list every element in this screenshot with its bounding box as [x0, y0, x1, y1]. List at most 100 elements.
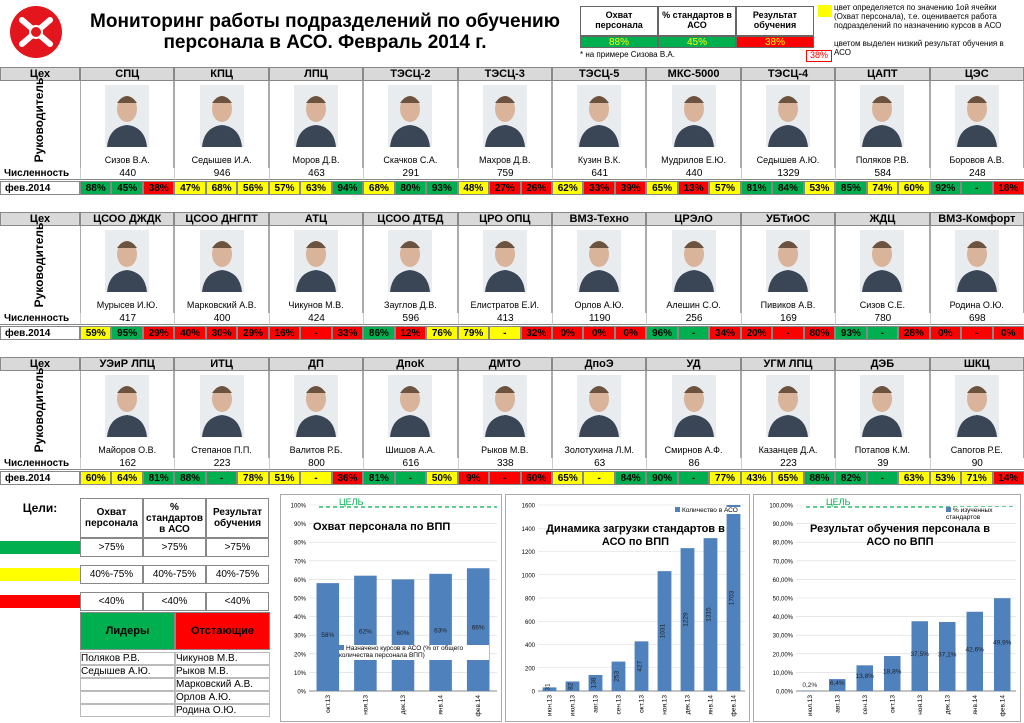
bar: [634, 641, 649, 691]
photo: [577, 85, 622, 147]
y-tick-label: 1600: [522, 504, 536, 510]
y-tick-label: 0: [532, 690, 536, 696]
unit-name: УЭиР ЛПЦ: [80, 357, 175, 371]
unit-name: ЖДЦ: [835, 212, 930, 226]
head-name: Золотухина Л.М.: [564, 445, 634, 456]
count: 291: [363, 168, 458, 180]
head-name: Чикунов М.В.: [288, 300, 344, 311]
photo: [860, 375, 905, 437]
score-cell: 48%: [457, 181, 490, 195]
photo: [199, 85, 244, 147]
x-tick-label: авг.13: [834, 695, 841, 713]
photo: [766, 85, 810, 147]
goals-header: Охват персонала: [80, 498, 143, 538]
goals-cell: 40%-75%: [206, 565, 269, 584]
count: 256: [646, 313, 741, 325]
score-cell: 85%: [835, 181, 867, 195]
score-cell: 81%: [142, 471, 175, 485]
score-cell: -: [677, 471, 710, 485]
cell-frame: [80, 226, 175, 313]
cell-frame: [457, 226, 552, 313]
note-color-rule: цвет определяется по значению 1ой ячейки…: [834, 4, 1002, 30]
unit-name: ДЭБ: [835, 357, 930, 371]
cell-frame: [363, 81, 458, 168]
value-label: 427: [637, 660, 644, 671]
score-cell: 20%: [740, 326, 773, 340]
bar: [657, 571, 672, 691]
value-label: 0,2%: [802, 682, 817, 689]
head-name: Потапов К.М.: [854, 445, 910, 456]
legend-box: % изученных стандартов: [946, 507, 1016, 522]
photo: [482, 375, 527, 437]
count: 400: [174, 313, 269, 325]
leaders-title: Лидеры: [80, 612, 175, 650]
head-name: Казанцев Д.А.: [758, 445, 818, 456]
value-label: 82: [568, 682, 575, 690]
score-cell: -: [866, 471, 899, 485]
photo: [671, 230, 716, 292]
legend-value: 45%: [658, 36, 736, 48]
head-name: Седышев А.Ю.: [756, 155, 820, 166]
head-name: Сапогов Р.Е.: [950, 445, 1003, 456]
value-label: 42,6%: [966, 646, 985, 653]
count: 223: [740, 458, 836, 470]
count: 413: [457, 313, 552, 325]
x-tick-label: окт.13: [639, 695, 646, 713]
legend-header: % стандартов в АСО: [658, 6, 736, 36]
score-cell: 96%: [646, 326, 678, 340]
y-tick-label: 40,00%: [773, 615, 794, 621]
score-cell: 94%: [331, 181, 364, 195]
legend-text: Количество в АСО: [682, 507, 738, 514]
value-label: 138: [591, 677, 598, 688]
note-low: цветом выделен низкий результат обучения…: [834, 39, 1004, 57]
legend-value: 88%: [580, 36, 658, 48]
score-cell: 65%: [552, 471, 584, 485]
goals-header: Результат обучения: [206, 498, 269, 538]
count: 616: [363, 458, 458, 470]
unit-name: АТЦ: [268, 212, 364, 226]
unit-name: ВМЗ-Комфорт: [929, 212, 1024, 226]
y-tick-label: 30,00%: [773, 634, 794, 640]
value-label: 1031: [660, 623, 667, 638]
count: 440: [80, 168, 175, 180]
score-cell: 0%: [583, 326, 615, 340]
unit-name: ЦСОО ДЖДК: [80, 212, 175, 226]
unit-name: ДпоК: [363, 357, 458, 371]
head-name: Смирнов А.Ф.: [664, 445, 723, 456]
head-name: Валитов Р.Б.: [289, 445, 343, 456]
x-tick-label: фев.14: [731, 695, 738, 717]
photo: [577, 375, 622, 437]
x-tick-label: фев.14: [999, 695, 1006, 717]
bar: [680, 548, 695, 691]
head-name: Степанов П.П.: [191, 445, 252, 456]
rank-cell: Рыков М.В.: [175, 665, 270, 678]
bar: [911, 621, 928, 691]
head-name: Кузин В.К.: [577, 155, 621, 166]
score-cell: 68%: [205, 181, 238, 195]
y-tick-label: 50%: [294, 597, 307, 603]
value-label: 37,5%: [911, 651, 930, 658]
goals-cell: 40%-75%: [80, 565, 143, 584]
score-cell: -: [677, 326, 710, 340]
score-cell: 84%: [772, 181, 804, 195]
bar: [391, 579, 415, 691]
score-cell: 92%: [929, 181, 962, 195]
photo: [388, 85, 433, 147]
x-tick-label: окт.13: [325, 695, 332, 713]
unit-name: ДП: [268, 357, 364, 371]
goals-swatch: [0, 541, 80, 554]
y-tick-label: 10,00%: [773, 671, 794, 677]
score-cell: 28%: [898, 326, 930, 340]
head-name: Шишов А.А.: [385, 445, 436, 456]
photo: [105, 375, 150, 437]
row-label: фев.2014: [0, 326, 80, 340]
photo: [388, 375, 433, 437]
score-cell: 0%: [614, 326, 647, 340]
count: 162: [80, 458, 175, 470]
score-cell: 47%: [174, 181, 206, 195]
photo: [954, 375, 999, 437]
photo: [671, 85, 716, 147]
head-name: Боровов А.В.: [949, 155, 1005, 166]
unit-name: ЦЭС: [929, 67, 1024, 81]
rank-cell: Марковский А.В.: [175, 678, 270, 691]
